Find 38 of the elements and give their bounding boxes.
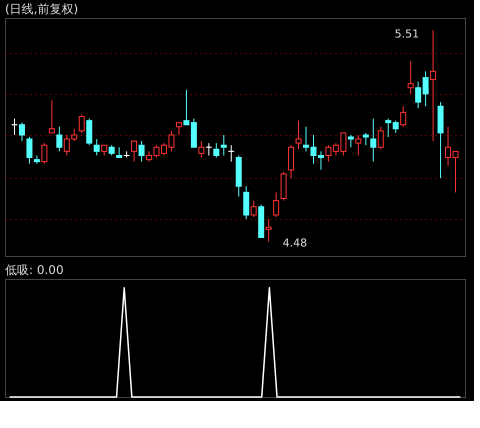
candlestick — [198, 140, 204, 158]
candlestick — [101, 144, 108, 156]
candlestick — [408, 60, 414, 94]
candlestick — [355, 134, 362, 156]
candlestick — [220, 134, 227, 156]
candlestick — [362, 132, 369, 146]
candlestick — [243, 186, 250, 220]
candlestick — [138, 140, 145, 162]
candlestick — [48, 100, 55, 134]
candlestick — [370, 118, 376, 162]
candlestick — [228, 144, 234, 162]
candlestick — [206, 142, 212, 156]
candlestick — [18, 122, 25, 142]
candlestick — [273, 192, 280, 218]
candlestick — [400, 106, 406, 128]
candlestick — [176, 122, 182, 136]
annotation: 4.48 — [282, 236, 308, 250]
candlestick — [348, 134, 354, 148]
candlestick — [56, 126, 62, 152]
chart-title: (日线,前复权) — [5, 2, 78, 16]
candlestick — [213, 142, 220, 158]
candlestick — [41, 142, 48, 164]
candlestick — [26, 136, 32, 164]
candlestick — [378, 126, 384, 150]
candlestick — [108, 144, 115, 156]
candlestick — [94, 138, 100, 156]
candlestick — [11, 118, 18, 136]
candlestick — [78, 114, 85, 134]
chart-title: 低吸: 0.00 — [5, 263, 64, 277]
candlestick — [116, 146, 122, 158]
candlestick — [430, 30, 436, 142]
candlestick — [250, 200, 257, 218]
candlestick — [288, 144, 294, 179]
candlestick — [266, 218, 272, 242]
candlestick — [296, 120, 302, 150]
candlestick — [86, 118, 92, 146]
annotation: 5.51 — [394, 27, 420, 40]
candlestick — [131, 140, 138, 162]
